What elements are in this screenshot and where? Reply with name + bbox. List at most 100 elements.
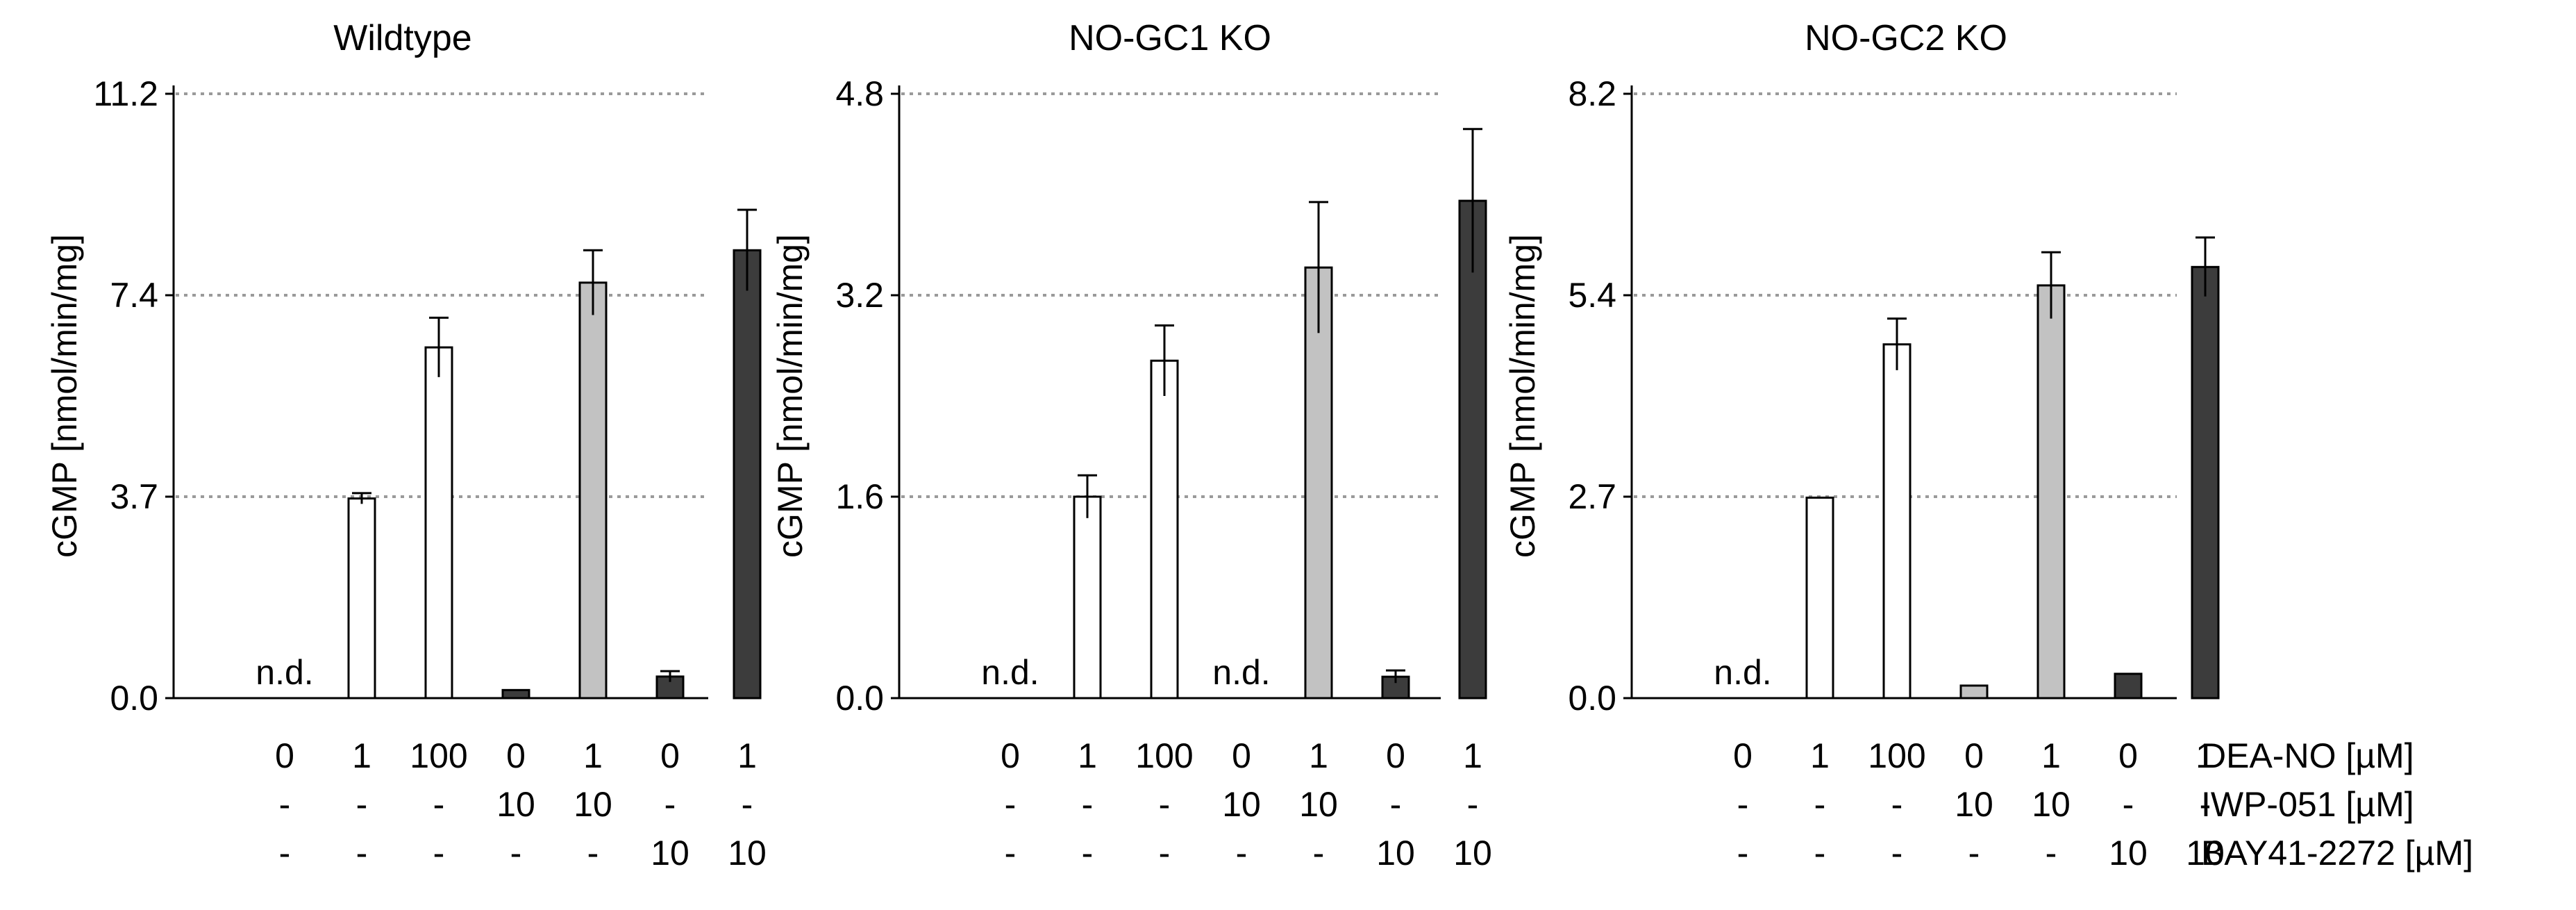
condition-value: 10 xyxy=(1222,785,1261,824)
condition-value: - xyxy=(433,834,445,872)
condition-value: 1 xyxy=(2041,736,2061,775)
condition-value: 1 xyxy=(1309,736,1328,775)
condition-value: - xyxy=(1005,785,1017,824)
condition-value: 10 xyxy=(1376,834,1415,872)
y-tick-label: 4.8 xyxy=(835,74,884,113)
condition-value: - xyxy=(1313,834,1325,872)
y-tick-label: 0.0 xyxy=(1568,679,1616,718)
y-tick-label: 1.6 xyxy=(835,477,884,516)
condition-value: - xyxy=(1737,785,1749,824)
condition-value: - xyxy=(587,834,599,872)
condition-value: 10 xyxy=(728,834,767,872)
not-detected-label: n.d. xyxy=(256,653,313,692)
y-axis-label: cGMP [nmol/min/mg] xyxy=(771,234,810,558)
condition-label: DEA-NO [µM] xyxy=(2201,736,2414,775)
condition-value: 1 xyxy=(1078,736,1097,775)
condition-value: 10 xyxy=(2186,834,2225,872)
condition-value: - xyxy=(510,834,522,872)
bar xyxy=(2114,672,2143,700)
y-tick-label: 3.2 xyxy=(835,276,884,315)
condition-value: - xyxy=(1005,834,1017,872)
bar xyxy=(1150,359,1179,700)
condition-value: - xyxy=(1891,834,1903,872)
condition-value: - xyxy=(433,785,445,824)
condition-value: 1 xyxy=(737,736,757,775)
bar xyxy=(1458,199,1487,700)
bar xyxy=(655,675,685,700)
condition-value: 0 xyxy=(660,736,680,775)
condition-value: 0 xyxy=(1232,736,1251,775)
bar xyxy=(1073,495,1102,700)
bar xyxy=(578,281,608,700)
not-detected-label: n.d. xyxy=(1212,653,1270,692)
condition-value: 1 xyxy=(583,736,603,775)
bar xyxy=(501,688,530,700)
y-tick-label: 0.0 xyxy=(110,679,158,718)
condition-value: 0 xyxy=(275,736,294,775)
condition-value: 0 xyxy=(1964,736,1984,775)
not-detected-label: n.d. xyxy=(1714,653,1771,692)
condition-label: BAY41-2272 [µM] xyxy=(2201,834,2473,872)
condition-value: 10 xyxy=(1453,834,1492,872)
bar xyxy=(1304,266,1333,700)
condition-value: 1 xyxy=(352,736,371,775)
y-tick-label: 3.7 xyxy=(110,477,158,516)
condition-value: - xyxy=(1390,785,1402,824)
condition-value: - xyxy=(1467,785,1479,824)
condition-value: 0 xyxy=(1001,736,1020,775)
condition-value: 10 xyxy=(496,785,535,824)
bar xyxy=(1959,684,1989,700)
condition-value: - xyxy=(1159,834,1171,872)
y-axis-label: cGMP [nmol/min/mg] xyxy=(1503,234,1542,558)
y-tick-label: 11.2 xyxy=(93,74,158,113)
y-tick-label: 2.7 xyxy=(1568,477,1616,516)
bar xyxy=(1805,496,1834,700)
condition-value: - xyxy=(356,785,368,824)
y-tick-label: 0.0 xyxy=(835,679,884,718)
y-tick-label: 8.2 xyxy=(1568,74,1616,113)
not-detected-label: n.d. xyxy=(981,653,1039,692)
condition-value: - xyxy=(1159,785,1171,824)
condition-value: - xyxy=(1968,834,1980,872)
condition-value: 0 xyxy=(1386,736,1405,775)
condition-value: - xyxy=(2123,785,2134,824)
condition-value: 0 xyxy=(1733,736,1753,775)
condition-value: 10 xyxy=(1299,785,1338,824)
condition-value: - xyxy=(279,834,291,872)
condition-value: 10 xyxy=(2032,785,2071,824)
condition-value: 1 xyxy=(1810,736,1830,775)
condition-value: 10 xyxy=(2109,834,2148,872)
condition-value: - xyxy=(2046,834,2057,872)
condition-value: - xyxy=(664,785,676,824)
condition-value: 0 xyxy=(2118,736,2138,775)
condition-value: 100 xyxy=(1868,736,1925,775)
panel-title: NO-GC2 KO xyxy=(1805,18,2007,58)
y-tick-label: 7.4 xyxy=(110,276,158,315)
panel-title: Wildtype xyxy=(333,18,471,58)
bar xyxy=(347,497,376,700)
condition-value: 1 xyxy=(2196,736,2215,775)
condition-value: 10 xyxy=(651,834,689,872)
condition-value: - xyxy=(356,834,368,872)
bar xyxy=(2036,284,2066,700)
condition-value: - xyxy=(1082,785,1094,824)
panel-title: NO-GC1 KO xyxy=(1069,18,1271,58)
y-tick-label: 5.4 xyxy=(1568,276,1616,315)
condition-value: - xyxy=(1891,785,1903,824)
condition-value: - xyxy=(1082,834,1094,872)
y-axis-label: cGMP [nmol/min/mg] xyxy=(45,234,84,558)
condition-value: - xyxy=(2200,785,2211,824)
condition-value: 100 xyxy=(1135,736,1193,775)
condition-value: 0 xyxy=(506,736,526,775)
condition-value: - xyxy=(742,785,753,824)
condition-value: 10 xyxy=(574,785,612,824)
condition-value: - xyxy=(1814,834,1826,872)
condition-label: IWP-051 [µM] xyxy=(2201,785,2414,824)
condition-value: - xyxy=(1236,834,1248,872)
condition-value: 1 xyxy=(1463,736,1482,775)
condition-value: 10 xyxy=(1955,785,1993,824)
condition-value: - xyxy=(1814,785,1826,824)
condition-value: - xyxy=(1737,834,1749,872)
bar xyxy=(424,346,453,700)
